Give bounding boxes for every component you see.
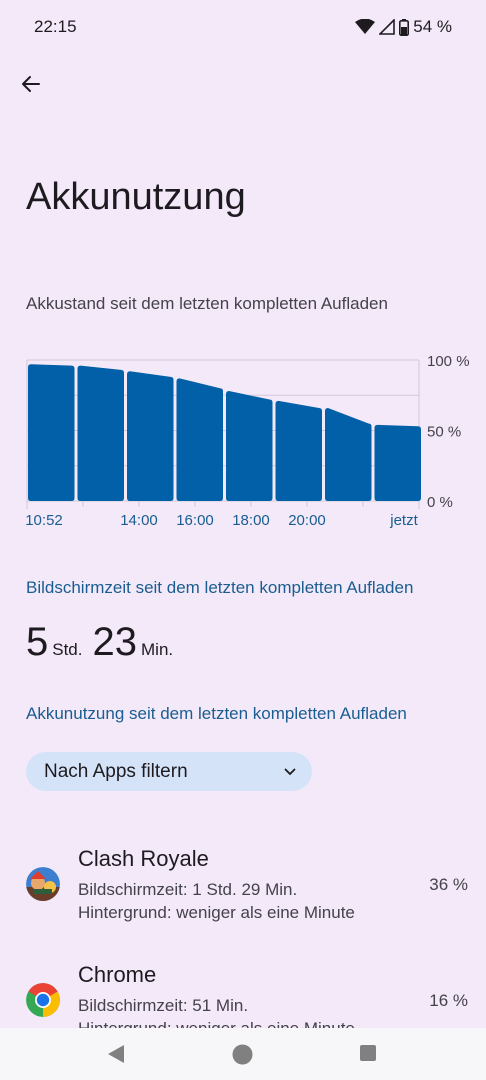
battery-icon bbox=[399, 18, 410, 36]
chart-title: Akkustand seit dem letzten kompletten Au… bbox=[26, 294, 388, 313]
chart-bar bbox=[127, 371, 174, 501]
app-percent: 16 % bbox=[429, 991, 468, 1010]
screen-time-value: 5 Std. 23 Min. bbox=[26, 620, 183, 665]
chart-y-tick-label: 100 % bbox=[427, 353, 470, 370]
navigation-bar bbox=[0, 1028, 486, 1080]
chart-x-tick-label: jetzt bbox=[389, 512, 418, 529]
screen-time-minutes: 23 bbox=[92, 620, 138, 664]
nav-recents-icon[interactable] bbox=[359, 1044, 377, 1062]
clash-royale-icon bbox=[26, 867, 60, 901]
app-row-clash-royale[interactable]: Clash Royale Bildschirmzeit: 1 Std. 29 M… bbox=[0, 842, 486, 942]
filter-label: Nach Apps filtern bbox=[44, 760, 188, 782]
screen-time-hours: 5 bbox=[26, 620, 49, 664]
chart-bar bbox=[226, 391, 273, 501]
chart-x-tick-label: 14:00 bbox=[120, 512, 158, 529]
arrow-back-icon bbox=[22, 76, 40, 92]
chart-y-tick-label: 50 % bbox=[427, 424, 461, 441]
battery-level-chart: 100 % 50 % 0 % 10:52 14:00 16:00 18:00 20:00 je… bbox=[25, 353, 470, 529]
back-button[interactable] bbox=[14, 66, 48, 102]
battery-percent: 54 % bbox=[413, 17, 452, 36]
app-screen-time: Bildschirmzeit: 51 Min. bbox=[78, 996, 249, 1015]
status-bar: 22:15 54 % bbox=[0, 0, 486, 56]
app-percent: 36 % bbox=[429, 875, 468, 894]
chart-bar bbox=[325, 407, 372, 501]
chart-x-tick-label: 20:00 bbox=[288, 512, 326, 529]
nav-back-icon[interactable] bbox=[107, 1044, 125, 1064]
chart-x-tick-label: 16:00 bbox=[176, 512, 214, 529]
usage-label: Akkunutzung seit dem letzten kompletten … bbox=[26, 704, 407, 723]
app-name: Chrome bbox=[78, 962, 157, 987]
chart-x-tick-label: 10:52 bbox=[25, 512, 63, 529]
chart-bar bbox=[77, 365, 124, 501]
page-title: Akkunutzung bbox=[26, 176, 246, 218]
status-icons: 54 % bbox=[355, 17, 452, 37]
filter-dropdown[interactable]: Nach Apps filtern bbox=[26, 752, 312, 791]
chart-y-tick-label: 0 % bbox=[427, 494, 453, 511]
screen-time-minutes-unit: Min. bbox=[141, 640, 174, 659]
nav-home-icon[interactable] bbox=[232, 1044, 253, 1065]
app-screen-time: Bildschirmzeit: 1 Std. 29 Min. bbox=[78, 880, 298, 899]
chart-bar bbox=[176, 378, 223, 501]
screen-time-hours-unit: Std. bbox=[52, 640, 83, 659]
chart-bar bbox=[374, 424, 421, 501]
status-time: 22:15 bbox=[34, 17, 77, 36]
app-background-time: Hintergrund: weniger als eine Minute bbox=[78, 903, 355, 922]
signal-icon bbox=[379, 19, 396, 35]
chevron-down-icon bbox=[284, 768, 296, 775]
chart-bar bbox=[275, 400, 322, 501]
screen-time-label: Bildschirmzeit seit dem letzten komplett… bbox=[26, 578, 414, 597]
chrome-icon bbox=[26, 983, 60, 1017]
chart-x-tick-label: 18:00 bbox=[232, 512, 270, 529]
app-name: Clash Royale bbox=[78, 846, 209, 871]
chart-bar bbox=[28, 364, 75, 501]
wifi-icon bbox=[355, 19, 376, 34]
